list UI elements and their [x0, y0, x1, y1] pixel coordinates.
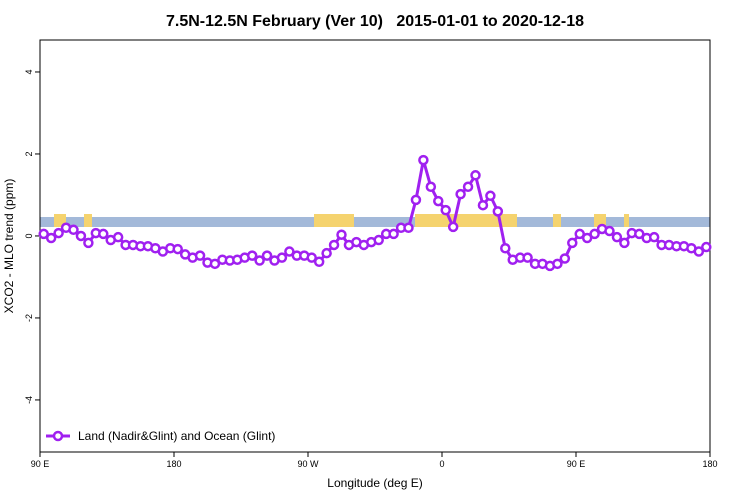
- data-point: [246, 250, 258, 261]
- data-point: [306, 252, 317, 263]
- data-point: [194, 250, 206, 261]
- data-point: [589, 228, 600, 240]
- data-point: [648, 231, 660, 243]
- chart-title: 7.5N-12.5N February (Ver 10) 2015-01-01 …: [166, 13, 584, 30]
- data-point: [611, 231, 623, 243]
- data-point: [321, 247, 332, 259]
- data-point: [75, 230, 87, 242]
- data-point: [552, 258, 563, 270]
- legend-marker: [52, 430, 64, 442]
- x-tick-label: 180: [166, 459, 181, 469]
- data-point: [112, 231, 124, 243]
- x-tick-label: 180: [702, 459, 717, 469]
- land-patch: [624, 214, 629, 227]
- data-point: [447, 221, 459, 233]
- data-point: [693, 246, 705, 257]
- data-point: [619, 237, 630, 249]
- ocean-strip: [40, 217, 710, 227]
- data-point: [604, 225, 615, 237]
- y-tick-label: -4: [24, 396, 34, 404]
- data-point: [477, 199, 489, 211]
- data-point: [328, 239, 340, 251]
- land-patch: [553, 214, 561, 227]
- y-tick-label: -2: [24, 314, 34, 322]
- x-tick-label: 90 E: [31, 459, 50, 469]
- data-point: [284, 246, 295, 257]
- data-point: [261, 250, 273, 261]
- data-point: [462, 181, 474, 193]
- y-axis-label: XCO2 - MLO trend (ppm): [2, 179, 16, 314]
- x-tick-label: 0: [439, 459, 444, 469]
- data-point: [336, 229, 347, 240]
- data-point: [440, 204, 451, 216]
- data-point: [38, 228, 49, 240]
- data-point: [388, 228, 399, 240]
- data-point: [68, 224, 79, 236]
- land-patch: [415, 214, 517, 227]
- data-point: [567, 237, 578, 249]
- data-point: [83, 237, 94, 249]
- land-patch: [594, 214, 606, 227]
- data-point: [410, 194, 422, 206]
- data-point: [455, 188, 466, 200]
- y-tick-label: 0: [24, 233, 34, 238]
- x-tick-label: 90 W: [297, 459, 319, 469]
- data-point: [701, 241, 712, 253]
- data-point: [209, 258, 221, 270]
- legend-label: Land (Nadir&Glint) and Ocean (Glint): [78, 429, 275, 443]
- data-point: [254, 255, 265, 266]
- data-point: [485, 190, 496, 202]
- y-tick-label: 4: [24, 69, 34, 74]
- data-point: [313, 256, 325, 268]
- data-point: [98, 228, 109, 240]
- data-point: [574, 228, 585, 240]
- y-tick-label: 2: [24, 151, 34, 156]
- data-point: [172, 243, 183, 255]
- data-point: [581, 232, 593, 244]
- data-point: [373, 234, 384, 246]
- land-patch: [314, 214, 354, 227]
- data-point: [500, 243, 511, 254]
- data-point: [403, 222, 414, 234]
- data-point: [45, 232, 57, 244]
- x-tick-label: 90 E: [567, 459, 586, 469]
- data-point: [425, 181, 437, 193]
- data-point: [276, 252, 288, 263]
- data-point: [433, 195, 444, 207]
- data-point: [634, 228, 645, 240]
- data-point: [53, 227, 64, 239]
- data-point: [522, 252, 533, 263]
- x-axis-label: Longitude (deg E): [327, 476, 422, 490]
- data-point: [559, 253, 571, 264]
- land-patch: [84, 214, 92, 227]
- data-point: [418, 154, 429, 166]
- data-point: [470, 170, 481, 181]
- data-point: [492, 206, 504, 217]
